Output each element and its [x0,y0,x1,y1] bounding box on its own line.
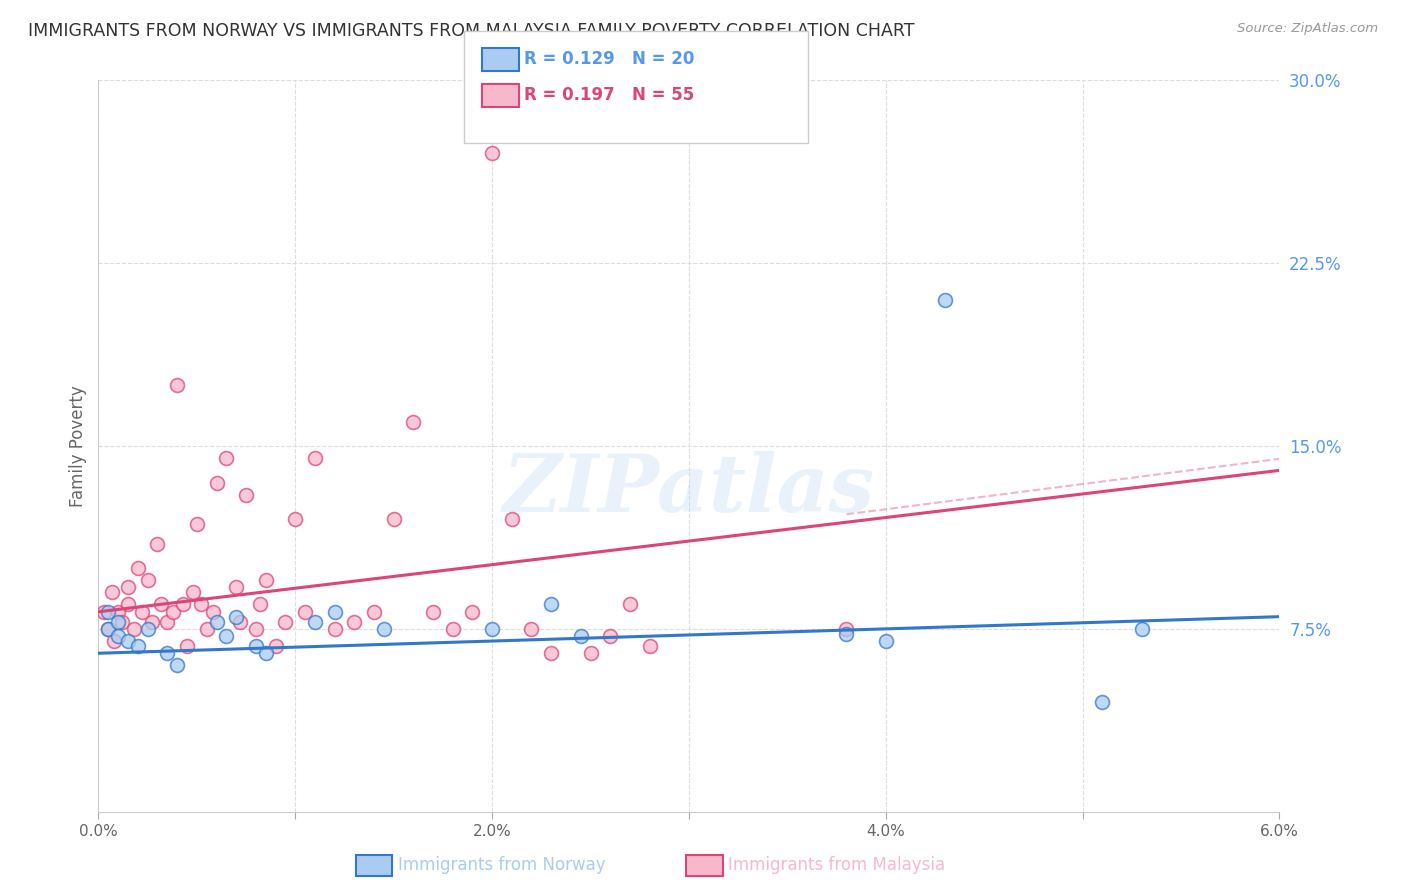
Point [176,639,198,653]
Y-axis label: Family Poverty: Family Poverty [69,385,87,507]
Point [481,622,503,636]
Point [249,598,271,612]
Point [520,622,543,636]
Point [97,605,120,619]
Point [93,605,115,619]
Text: ZIPatlas: ZIPatlas [503,451,875,529]
Point [107,615,129,629]
Point [875,634,897,648]
Text: Source: ZipAtlas.com: Source: ZipAtlas.com [1237,22,1378,36]
Point [835,626,858,640]
Point [934,293,956,307]
Point [205,615,228,629]
Point [284,512,307,526]
Point [141,615,163,629]
Point [481,146,503,161]
Point [107,605,129,619]
Point [103,634,125,648]
Point [117,598,139,612]
Point [599,629,621,643]
Point [323,605,346,619]
Point [245,639,267,653]
Point [166,658,188,673]
Point [229,615,252,629]
Point [136,573,159,587]
Point [245,622,267,636]
Point [274,615,297,629]
Point [835,622,858,636]
Point [215,629,238,643]
Point [117,634,139,648]
Point [569,629,592,643]
Point [190,598,212,612]
Point [117,581,139,595]
Point [441,622,464,636]
Point [402,415,425,429]
Point [156,646,179,660]
Point [235,488,257,502]
Point [579,646,602,660]
Point [225,609,247,624]
Point [97,622,120,636]
Text: R = 0.197   N = 55: R = 0.197 N = 55 [524,86,695,103]
Point [156,615,179,629]
Point [97,622,120,636]
Point [205,475,228,490]
Point [461,605,484,619]
Point [166,378,188,392]
Point [131,605,153,619]
Text: IMMIGRANTS FROM NORWAY VS IMMIGRANTS FROM MALAYSIA FAMILY POVERTY CORRELATION CH: IMMIGRANTS FROM NORWAY VS IMMIGRANTS FRO… [28,22,915,40]
Point [422,605,444,619]
Point [304,451,326,466]
Point [619,598,641,612]
Point [1130,622,1153,636]
Text: Immigrants from Norway: Immigrants from Norway [398,856,606,874]
Point [363,605,385,619]
Point [501,512,523,526]
Point [343,615,366,629]
Text: R = 0.129   N = 20: R = 0.129 N = 20 [524,50,695,68]
Point [136,622,159,636]
Point [127,639,149,653]
Point [150,598,173,612]
Point [254,573,277,587]
Point [540,598,562,612]
Point [638,639,661,653]
Point [186,516,208,531]
Point [304,615,326,629]
Point [201,605,224,619]
Text: Immigrants from Malaysia: Immigrants from Malaysia [728,856,945,874]
Point [172,598,194,612]
Point [294,605,316,619]
Point [101,585,124,599]
Point [264,639,287,653]
Point [215,451,238,466]
Point [162,605,184,619]
Point [225,581,247,595]
Point [107,629,129,643]
Point [195,622,218,636]
Point [254,646,277,660]
Point [146,536,169,550]
Point [122,622,145,636]
Point [323,622,346,636]
Point [127,561,149,575]
Point [181,585,204,599]
Point [540,646,562,660]
Point [111,615,134,629]
Point [382,512,405,526]
Point [1091,695,1114,709]
Point [373,622,395,636]
